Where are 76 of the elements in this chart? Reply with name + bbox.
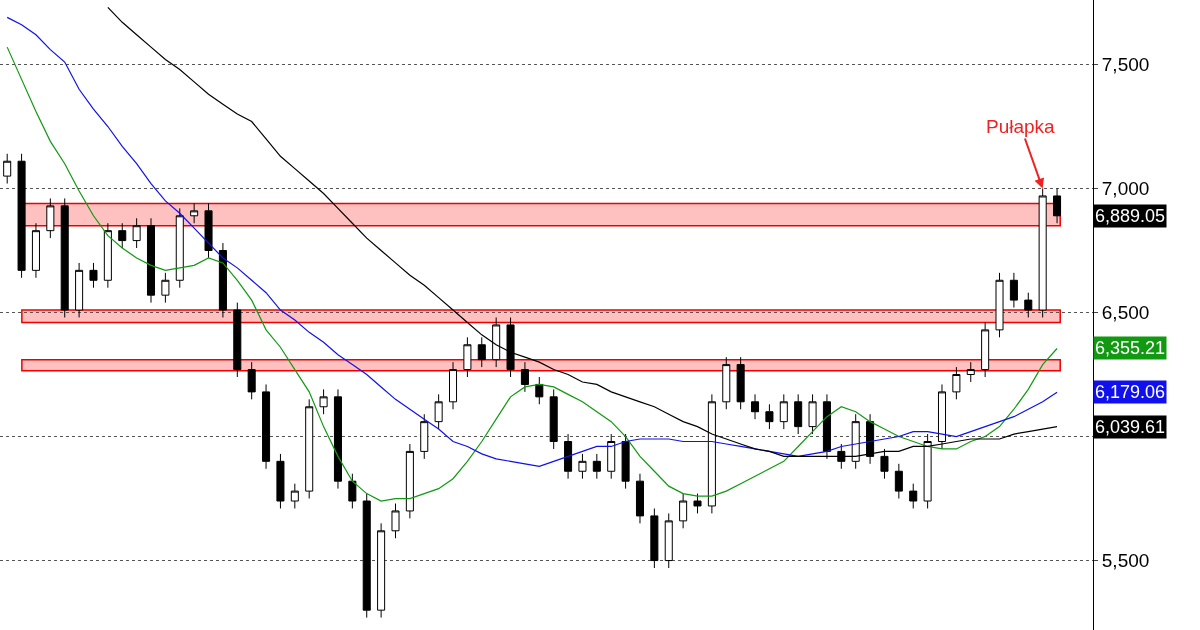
candlestick — [909, 483, 918, 509]
candlestick — [693, 493, 702, 514]
candlestick — [621, 433, 630, 490]
candlestick — [995, 272, 1004, 338]
y-tick-label: 7,500 — [1101, 54, 1150, 76]
candlestick — [937, 383, 947, 450]
candlestick — [31, 222, 40, 279]
candlestick — [233, 302, 242, 378]
candlestick — [146, 217, 156, 304]
candlestick — [175, 207, 184, 289]
candlestick — [664, 512, 673, 569]
candlestick — [549, 388, 558, 450]
candlestick — [650, 507, 659, 569]
candlestick — [434, 393, 443, 430]
candlestick — [607, 433, 616, 480]
candlestick — [966, 361, 975, 383]
candlestick — [89, 262, 98, 289]
text: 6,355.21 — [1095, 338, 1166, 358]
candlestick — [449, 361, 458, 410]
candlestick — [377, 522, 386, 619]
candlestick — [592, 453, 601, 480]
candlestick — [520, 361, 529, 393]
candlestick — [161, 272, 170, 304]
candlestick — [319, 388, 328, 415]
candlestick — [492, 316, 501, 368]
candlestick — [118, 222, 127, 249]
candlestick — [17, 153, 26, 279]
text: 6,889.05 — [1095, 206, 1166, 226]
candlestick — [290, 483, 299, 509]
candlestick — [262, 383, 271, 470]
y-tick-label: 6,500 — [1101, 302, 1150, 324]
candlestick — [405, 443, 414, 519]
candlestick — [564, 433, 573, 480]
candlestick — [765, 403, 774, 430]
candlestick — [981, 321, 990, 378]
text: 6,039.61 — [1095, 417, 1166, 437]
candlestick — [1009, 272, 1018, 309]
candlestick — [204, 202, 213, 259]
candlestick — [132, 217, 141, 249]
candlestick — [808, 393, 817, 435]
candlestick — [276, 453, 285, 509]
candlestick — [894, 463, 903, 500]
text: 6,179.06 — [1095, 382, 1166, 402]
candlestick — [333, 388, 342, 490]
candlestick — [506, 316, 515, 378]
candlestick — [635, 473, 644, 524]
candlestick — [46, 197, 55, 239]
candlestick — [751, 393, 760, 420]
candlestick — [190, 202, 199, 224]
candlestick — [463, 336, 472, 378]
candlestick — [794, 393, 803, 435]
candlestick — [75, 262, 84, 318]
candlestick — [391, 503, 400, 539]
candlestick — [1053, 188, 1062, 224]
candlestick — [362, 493, 371, 619]
candlestick — [420, 413, 429, 460]
candlestick — [952, 366, 961, 400]
candlestick — [736, 356, 745, 410]
y-tick-label: 5,500 — [1101, 550, 1150, 572]
candlestick — [218, 242, 227, 318]
candlestick — [578, 453, 587, 480]
candlestick — [60, 197, 69, 318]
candlestick — [535, 376, 544, 405]
candlestick — [348, 473, 357, 509]
candlestick — [1024, 292, 1033, 318]
annotation: Pułapka — [986, 116, 1056, 137]
candlestick — [679, 493, 688, 529]
candlestick — [247, 361, 256, 400]
candlestick — [305, 398, 314, 500]
candlestick — [103, 222, 112, 289]
y-tick-label: 7,000 — [1101, 178, 1150, 200]
candlestick — [722, 356, 731, 410]
candlestick — [779, 393, 788, 430]
candlestick — [477, 336, 486, 368]
candlestick — [1038, 188, 1047, 318]
candlestick — [3, 153, 12, 185]
